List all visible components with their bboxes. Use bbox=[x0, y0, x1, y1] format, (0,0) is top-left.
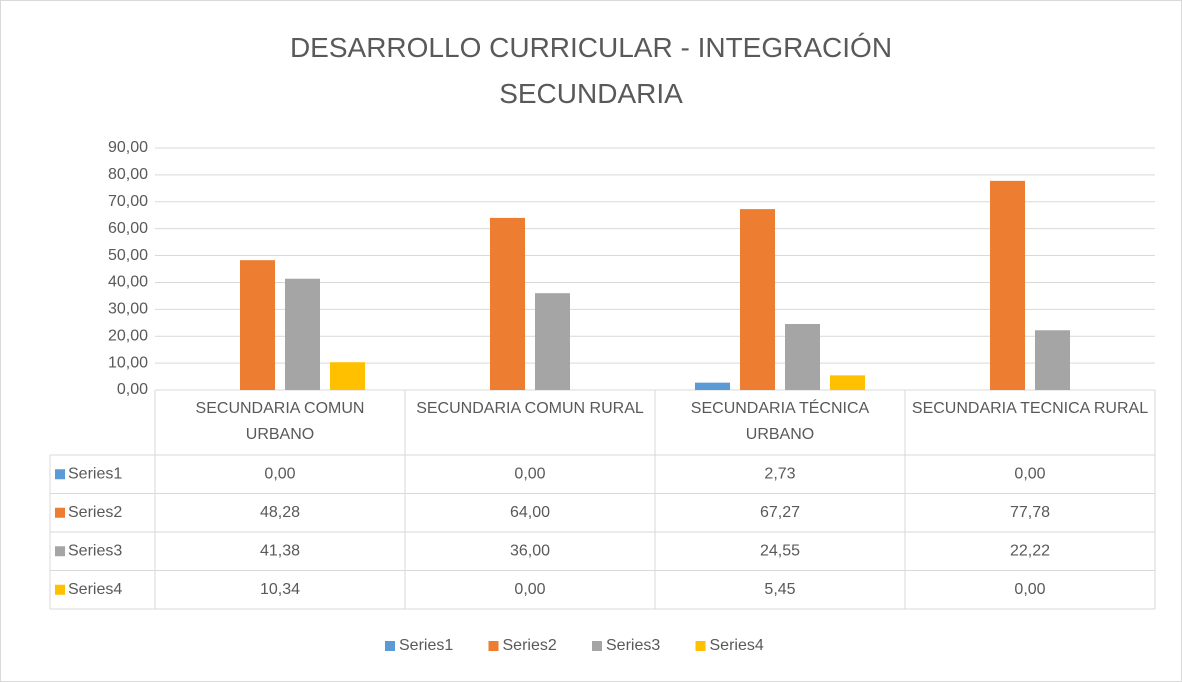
legend-label: Series4 bbox=[710, 637, 764, 654]
legend-key bbox=[488, 641, 499, 651]
x-tick-label: SECUNDARIA TECNICA RURAL bbox=[911, 400, 1149, 417]
title-box: DESARROLLO CURRICULAR - INTEGRACIÓN SECU… bbox=[289, 32, 893, 109]
y-tick-label: 10,00 bbox=[108, 354, 148, 371]
table-value: 0,00 bbox=[264, 465, 295, 482]
category-cell: SECUNDARIA TÉCNICA URBANO bbox=[690, 400, 870, 443]
category-cell: SECUNDARIA COMUN RURAL bbox=[416, 400, 644, 417]
table-value: 0,00 bbox=[1014, 581, 1045, 598]
category-cell: SECUNDARIA COMUN URBANO bbox=[195, 400, 365, 443]
bar bbox=[1035, 330, 1070, 390]
table-value: 0,00 bbox=[514, 465, 545, 482]
table-value: 0,00 bbox=[514, 581, 545, 598]
table-value: 24,55 bbox=[760, 542, 800, 559]
y-tick-label: 60,00 bbox=[108, 220, 148, 237]
legend-key bbox=[695, 641, 706, 651]
table-series-name: Series4 bbox=[68, 581, 122, 598]
table-value: 22,22 bbox=[1010, 542, 1050, 559]
bar bbox=[285, 278, 320, 390]
table-value: 36,00 bbox=[510, 542, 550, 559]
table-series-name: Series2 bbox=[68, 504, 122, 521]
category-cell: SECUNDARIA TECNICA RURAL bbox=[911, 400, 1149, 417]
legend-key bbox=[385, 641, 395, 651]
bar bbox=[240, 260, 275, 390]
bar bbox=[830, 375, 865, 390]
table-value: 77,78 bbox=[1010, 504, 1050, 521]
x-tick-label: SECUNDARIA COMUN URBANO bbox=[195, 400, 365, 443]
y-tick-label: 40,00 bbox=[108, 274, 148, 291]
table-value: 41,38 bbox=[260, 542, 300, 559]
y-tick-label: 70,00 bbox=[108, 193, 148, 210]
bar bbox=[990, 180, 1025, 390]
x-tick-label: SECUNDARIA TÉCNICA URBANO bbox=[690, 400, 870, 443]
y-tick-label: 50,00 bbox=[108, 247, 148, 264]
legend-label: Series1 bbox=[399, 637, 453, 654]
bar bbox=[490, 217, 525, 390]
x-tick-label: SECUNDARIA COMUN RURAL bbox=[416, 400, 644, 417]
table-value: 2,73 bbox=[764, 465, 795, 482]
table-value: 0,00 bbox=[1014, 465, 1045, 482]
table-value: 67,27 bbox=[760, 504, 800, 521]
legend-label: Series2 bbox=[503, 637, 557, 654]
table-legend-key bbox=[55, 546, 65, 557]
y-tick-label: 0,00 bbox=[117, 381, 148, 398]
y-tick-label: 30,00 bbox=[108, 301, 148, 318]
table-series-name: Series3 bbox=[68, 542, 122, 559]
table-value: 10,34 bbox=[260, 581, 300, 598]
bar bbox=[330, 362, 365, 390]
bar bbox=[785, 323, 820, 390]
table-value: 64,00 bbox=[510, 504, 550, 521]
table-legend-key bbox=[55, 584, 65, 595]
bar bbox=[695, 382, 730, 390]
table-value: 48,28 bbox=[260, 504, 300, 521]
bar bbox=[535, 293, 570, 390]
bar bbox=[740, 209, 775, 390]
y-tick-label: 80,00 bbox=[108, 166, 148, 183]
chart-title: DESARROLLO CURRICULAR - INTEGRACIÓN SECU… bbox=[289, 32, 893, 109]
table-legend-key bbox=[55, 507, 65, 518]
table-series-name: Series1 bbox=[68, 465, 122, 482]
legend-label: Series3 bbox=[606, 637, 660, 654]
table-legend-key bbox=[55, 469, 65, 480]
legend-key bbox=[592, 641, 602, 651]
table-value: 5,45 bbox=[764, 581, 795, 598]
y-tick-label: 90,00 bbox=[108, 139, 148, 156]
y-tick-label: 20,00 bbox=[108, 327, 148, 344]
